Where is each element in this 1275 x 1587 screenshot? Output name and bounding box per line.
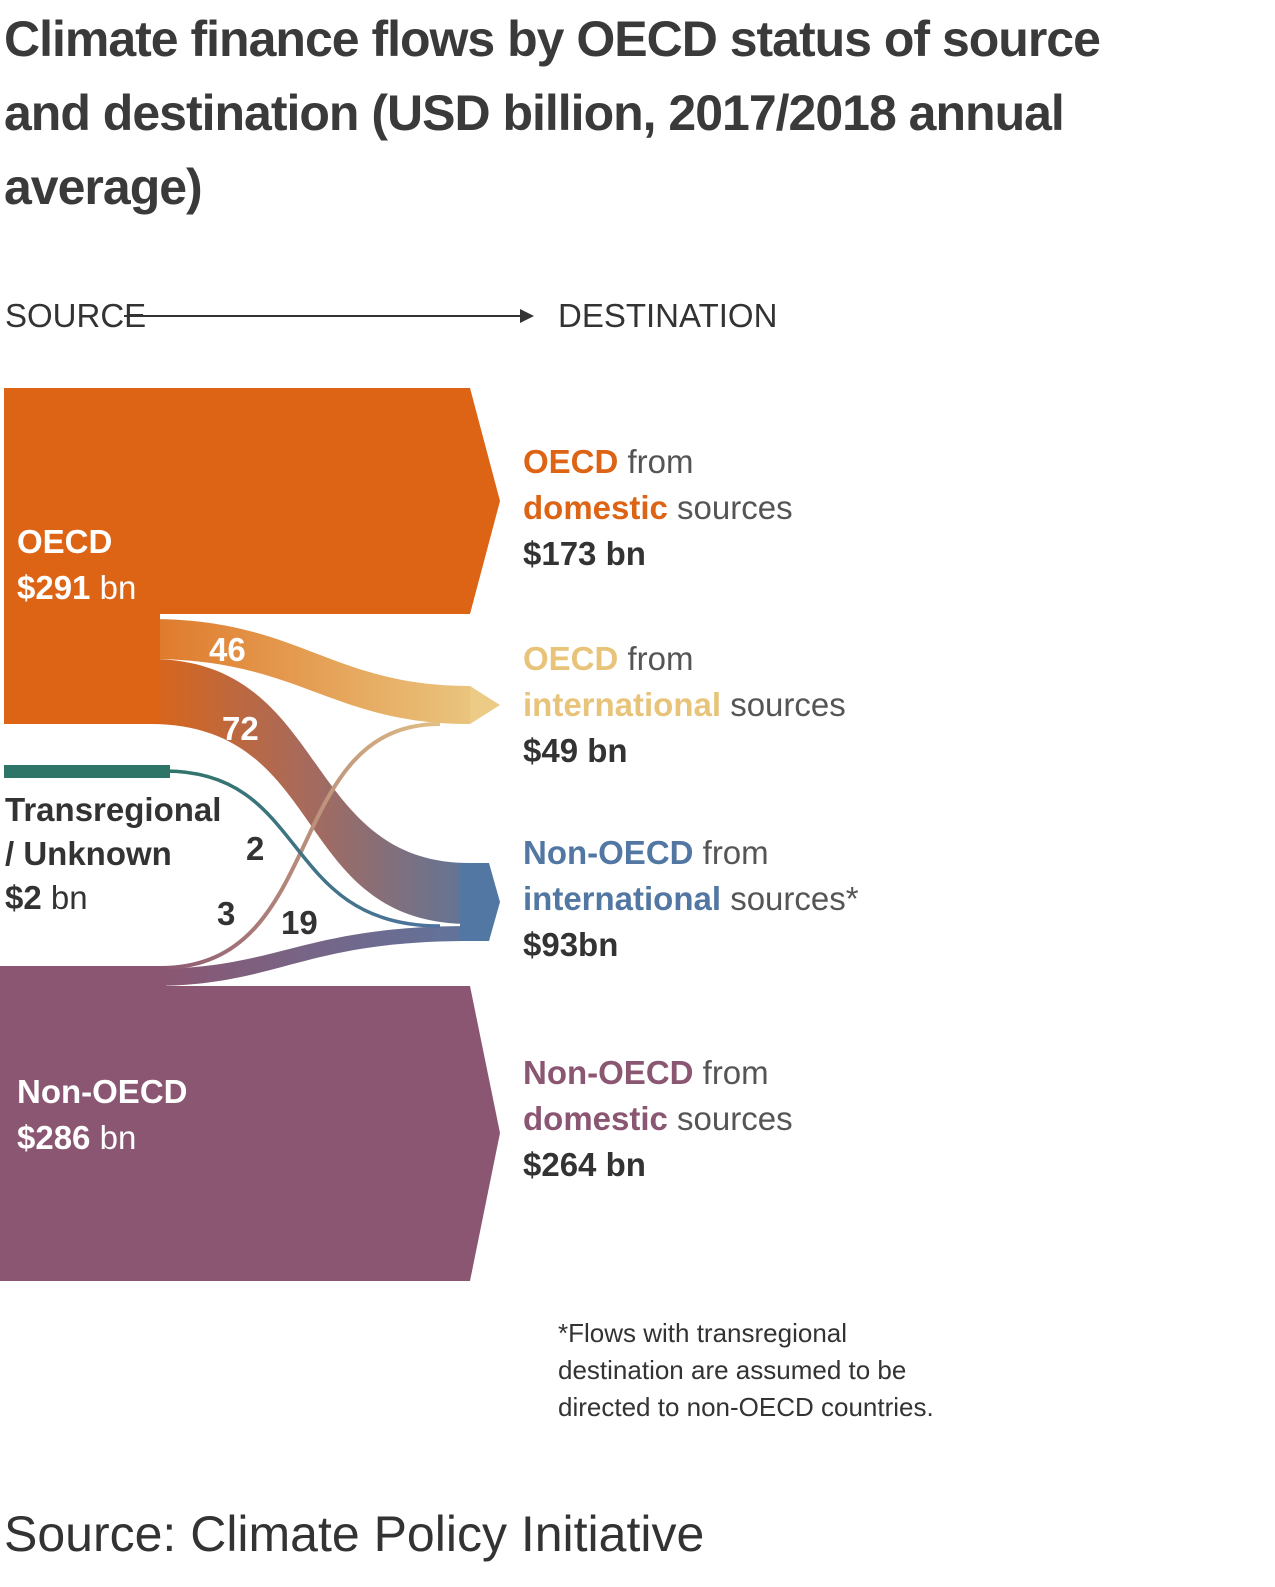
flow-value-3: 3	[217, 895, 236, 932]
dest-nonoecd-international-w1: Non-OECD	[523, 834, 694, 871]
dest-oecd-international-w4: sources	[721, 686, 846, 723]
transregional-source-node	[4, 765, 170, 778]
nonoecd-source-node	[0, 966, 166, 987]
nonoecd-source-label: Non-OECD $286 bn	[17, 1069, 187, 1161]
dest-nonoecd-international-w2: from	[693, 834, 769, 871]
flow-nonoecd-to-nonoecd-international	[150, 926, 470, 986]
nonoecd-international-arrow	[460, 863, 500, 941]
dest-oecd-domestic-w4: sources	[667, 489, 793, 526]
nonoecd-source-unit: bn	[90, 1119, 137, 1156]
oecd-international-arrow	[470, 686, 500, 724]
oecd-source-unit: bn	[90, 569, 137, 606]
title-line-1: Climate finance flows by OECD status of …	[4, 11, 1101, 67]
destination-axis-label: DESTINATION	[558, 297, 778, 334]
dest-nonoecd-international: Non-OECD from international sources* $93…	[523, 830, 859, 968]
flow-value-2: 2	[246, 830, 265, 867]
dest-nonoecd-international-amount: $93bn	[523, 926, 619, 963]
axis-arrow-line	[124, 315, 524, 317]
flow-nonoecd-to-oecd-international	[159, 722, 441, 970]
flow-value-46: 46	[209, 631, 246, 668]
dest-nonoecd-international-w3: international	[523, 880, 722, 917]
oecd-source-node	[4, 388, 160, 724]
dest-nonoecd-domestic-amount: $264 bn	[523, 1146, 646, 1183]
flow-transregional-to-nonoecd-international	[164, 769, 441, 928]
flow-oecd-to-oecd-international	[150, 619, 470, 724]
transregional-name-line2: / Unknown	[5, 835, 172, 872]
dest-oecd-international: OECD from international sources $49 bn	[523, 636, 846, 774]
dest-oecd-international-w3: international	[523, 686, 722, 723]
flow-value-72: 72	[222, 710, 259, 747]
nonoecd-domestic-arrow	[0, 986, 500, 1281]
dest-oecd-domestic-w2: from	[618, 443, 694, 480]
oecd-source-name: OECD	[17, 523, 113, 560]
source-note: Source: Climate Policy Initiative	[4, 1506, 705, 1562]
flow-oecd-to-non-oecd-international	[150, 659, 470, 924]
flow-value-19: 19	[281, 904, 318, 941]
dest-nonoecd-international-w4: sources*	[721, 880, 859, 917]
footnote: *Flows with transregional destination ar…	[558, 1318, 934, 1422]
dest-oecd-international-amount: $49 bn	[523, 732, 628, 769]
oecd-domestic-arrow	[150, 388, 500, 614]
dest-nonoecd-domestic-w1: Non-OECD	[523, 1054, 694, 1091]
dest-oecd-international-w1: OECD	[523, 640, 619, 677]
dest-nonoecd-domestic-w4: sources	[667, 1100, 793, 1137]
transregional-amount: $2	[5, 879, 42, 916]
arrow-head-icon	[520, 309, 534, 323]
dest-nonoecd-domestic: Non-OECD from domestic sources $264 bn	[523, 1050, 793, 1188]
oecd-source-amount: $291	[17, 569, 91, 606]
dest-oecd-domestic: OECD from domestic sources $173 bn	[523, 439, 793, 577]
nonoecd-source-amount: $286	[17, 1119, 91, 1156]
dest-nonoecd-domestic-w2: from	[693, 1054, 769, 1091]
dest-oecd-domestic-w3: domestic	[523, 489, 668, 526]
transregional-name-line1: Transregional	[5, 791, 222, 828]
chart-title: Climate finance flows by OECD status of …	[4, 2, 1269, 224]
title-line-2: and destination (USD billion, 2017/2018 …	[4, 85, 1065, 215]
source-axis-label: SOURCE	[5, 297, 147, 334]
dest-oecd-international-w2: from	[618, 640, 694, 677]
dest-oecd-domestic-amount: $173 bn	[523, 535, 646, 572]
nonoecd-source-name: Non-OECD	[17, 1073, 188, 1110]
oecd-source-label: OECD $291 bn	[17, 519, 136, 611]
transregional-unit: bn	[41, 879, 88, 916]
transregional-source-label: Transregional / Unknown $2 bn	[5, 788, 221, 920]
dest-nonoecd-domestic-w3: domestic	[523, 1100, 668, 1137]
dest-oecd-domestic-w1: OECD	[523, 443, 619, 480]
